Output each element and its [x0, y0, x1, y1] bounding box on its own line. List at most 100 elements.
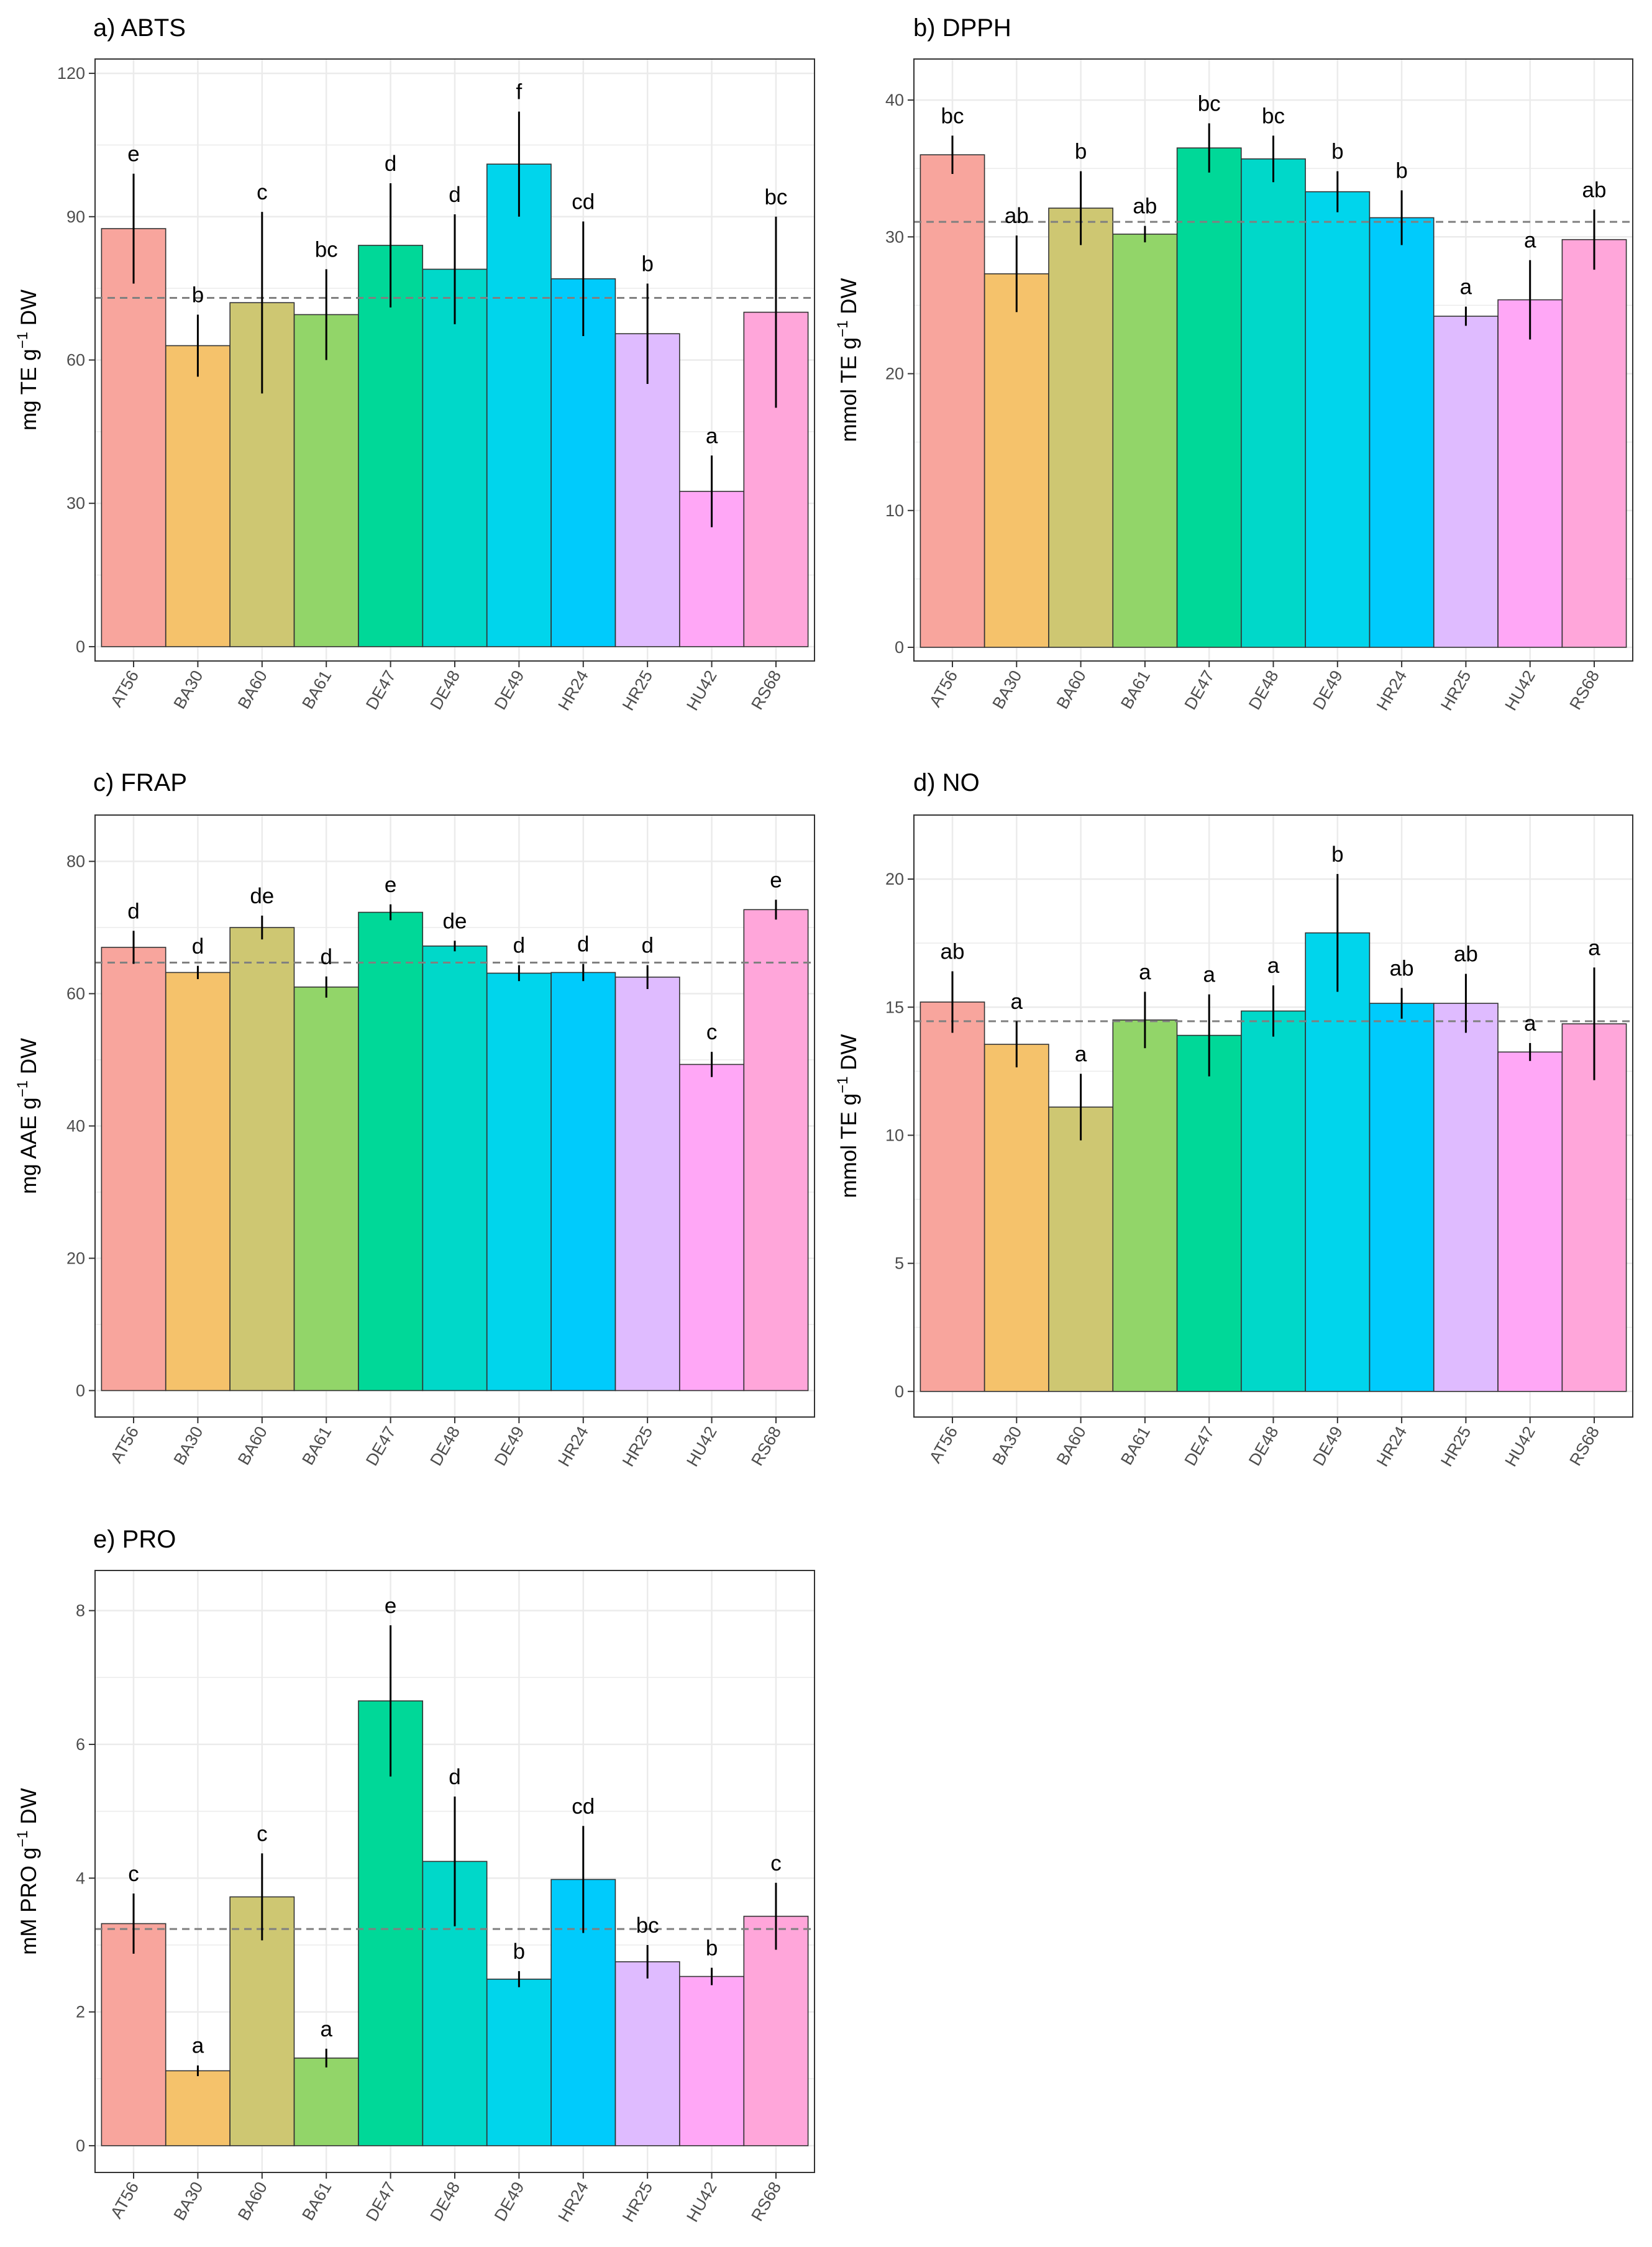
y-axis-title: mmol TE g−1 DW	[834, 1034, 861, 1198]
significance-label: c	[128, 1862, 139, 1886]
y-tick-label: 60	[66, 351, 85, 370]
significance-label: ab	[941, 940, 965, 964]
bar-BA61	[293, 987, 359, 1392]
significance-label: cd	[572, 189, 595, 214]
significance-label: de	[250, 884, 274, 908]
significance-label: a	[1524, 1011, 1536, 1036]
significance-label: b	[1331, 140, 1343, 164]
significance-label: cd	[572, 1794, 595, 1818]
y-tick-label: 20	[885, 365, 904, 383]
significance-label: a	[1075, 1042, 1087, 1066]
bar-DE47	[1176, 147, 1242, 648]
y-axis-title-part: DW	[17, 1788, 41, 1830]
significance-label: de	[443, 909, 467, 933]
significance-label: d	[577, 932, 589, 957]
y-axis-title-part: DW	[837, 278, 861, 321]
significance-label: f	[516, 80, 523, 104]
bar-BA61	[293, 314, 359, 647]
bar-HR25	[1433, 316, 1499, 648]
bar-HR24	[1369, 217, 1435, 648]
panel-title: d) NO	[913, 769, 980, 796]
bar-DE47	[1176, 1034, 1242, 1392]
bar-BA60	[229, 302, 295, 647]
significance-label: a	[1460, 275, 1472, 299]
bar-AT56	[920, 1001, 985, 1392]
significance-label: b	[513, 1939, 525, 1964]
bar-DE48	[422, 946, 488, 1392]
bar-BA30	[165, 972, 230, 1392]
significance-label: b	[192, 283, 204, 307]
significance-label: ab	[1133, 194, 1157, 219]
bar-HR24	[1369, 1003, 1435, 1392]
y-axis-title-part: mmol TE g	[837, 1093, 861, 1198]
panel-title: e) PRO	[93, 1526, 176, 1553]
y-axis-title-superscript: −1	[14, 1080, 31, 1097]
significance-label: b	[1075, 140, 1087, 164]
bar-HU42	[1497, 299, 1563, 648]
significance-label: c	[706, 1020, 718, 1044]
significance-label: a	[1203, 963, 1215, 987]
bar-AT56	[920, 154, 985, 648]
significance-label: a	[1588, 936, 1600, 960]
y-tick-label: 4	[76, 1869, 85, 1887]
significance-label: bc	[636, 1913, 659, 1938]
significance-label: d	[320, 945, 332, 969]
bar-DE49	[486, 163, 552, 647]
significance-label: bc	[941, 104, 964, 128]
y-axis-title-part: mM PRO g	[17, 1848, 41, 1955]
significance-label: bc	[764, 185, 787, 209]
bar-AT56	[101, 947, 167, 1392]
y-axis-title-part: DW	[17, 1038, 41, 1080]
y-tick-label: 20	[885, 870, 904, 888]
bar-HU42	[1497, 1051, 1563, 1392]
significance-label: bc	[1198, 92, 1221, 116]
bar-BA30	[983, 273, 1049, 648]
y-tick-label: 0	[76, 637, 85, 656]
significance-label: b	[706, 1936, 718, 1961]
bar-DE49	[486, 972, 552, 1392]
y-tick-label: 15	[885, 998, 904, 1016]
y-axis-title-superscript: −1	[14, 1830, 31, 1847]
y-tick-label: 5	[895, 1254, 904, 1273]
y-tick-label: 0	[895, 638, 904, 657]
bar-BA60	[1048, 1106, 1113, 1392]
y-tick-label: 6	[76, 1735, 85, 1754]
bar-BA30	[165, 2070, 230, 2146]
bar-DE47	[358, 911, 424, 1392]
y-tick-label: 40	[66, 1116, 85, 1135]
bar-RS68	[1561, 239, 1627, 648]
bar-BA61	[1112, 1019, 1178, 1392]
significance-label: d	[449, 183, 460, 207]
y-tick-label: 30	[885, 227, 904, 246]
y-axis-title-part: mg AAE g	[17, 1097, 41, 1194]
panel-title: a) ABTS	[93, 14, 186, 42]
y-axis-title-superscript: −1	[834, 1077, 851, 1093]
significance-label: ab	[1390, 956, 1414, 980]
bar-RS68	[743, 1915, 809, 2146]
y-tick-label: 20	[66, 1249, 85, 1267]
bar-HR25	[614, 333, 680, 647]
panel-title: b) DPPH	[913, 14, 1011, 42]
bar-RS68	[743, 909, 809, 1392]
y-tick-label: 2	[76, 2003, 85, 2021]
y-tick-label: 40	[885, 91, 904, 109]
y-tick-label: 80	[66, 852, 85, 871]
significance-label: a	[1524, 229, 1536, 253]
significance-label: a	[1011, 990, 1023, 1014]
bar-BA60	[229, 927, 295, 1392]
y-tick-label: 0	[76, 1381, 85, 1400]
y-tick-label: 30	[66, 494, 85, 513]
y-tick-label: 0	[76, 2136, 85, 2155]
significance-label: ab	[1005, 204, 1029, 228]
significance-label: e	[385, 873, 396, 897]
bar-HR24	[550, 972, 616, 1392]
bar-HU42	[679, 1976, 745, 2146]
significance-label: ab	[1582, 178, 1607, 202]
significance-label: d	[192, 934, 204, 959]
significance-label: c	[257, 180, 268, 204]
significance-label: d	[513, 934, 525, 958]
significance-label: bc	[315, 237, 338, 262]
significance-label: a	[706, 424, 718, 448]
